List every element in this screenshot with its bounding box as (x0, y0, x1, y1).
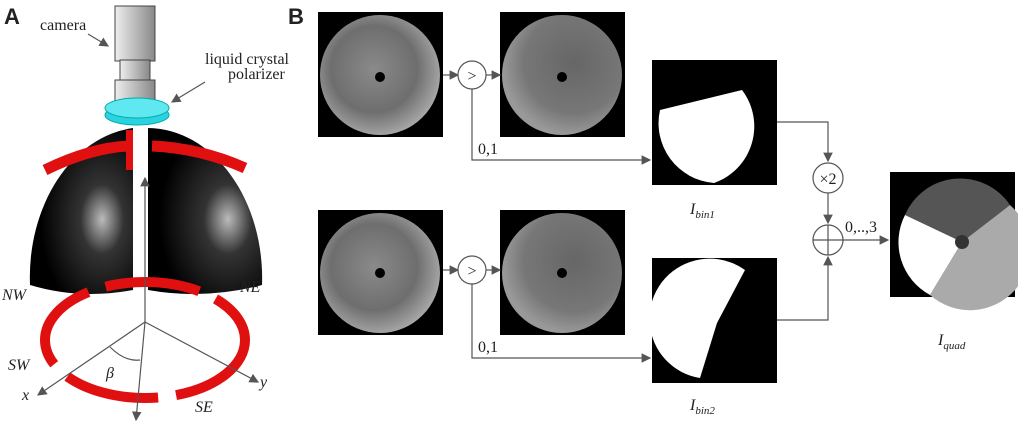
direction (136, 322, 145, 420)
image-label: Ibin1 (689, 201, 715, 221)
angle-label: β (105, 365, 114, 382)
image (500, 210, 625, 335)
multiplier-symbol: ×2 (819, 171, 836, 188)
axis-label: y (258, 374, 268, 391)
direction-label: SE (195, 399, 213, 416)
connector (777, 122, 828, 161)
panel-a: A camera liquid crystal polarizer z x y … (1, 4, 290, 420)
comparator-symbol: > (467, 263, 476, 280)
polarizer-label: polarizer (228, 66, 286, 83)
output-label: 0,1 (478, 141, 498, 158)
image (500, 12, 625, 137)
output-label: 0,..,3 (845, 219, 877, 236)
image-label: Ibin2 (689, 397, 715, 417)
image (318, 210, 443, 335)
angle-arc (110, 347, 140, 360)
connector (777, 257, 828, 320)
direction-label: SW (8, 357, 31, 374)
figure: A camera liquid crystal polarizer z x y … (0, 0, 1018, 425)
binary-image (649, 258, 777, 383)
panel-letter: A (4, 4, 20, 29)
direction-label: NE (239, 279, 261, 296)
image-label: Iquad (937, 332, 966, 352)
panel-letter: B (288, 4, 304, 29)
direction-label: NW (1, 287, 28, 304)
output-label: 0,1 (478, 339, 498, 356)
camera-body (115, 6, 155, 61)
pointer (172, 82, 205, 102)
camera-label: camera (40, 17, 86, 34)
binary-image (652, 60, 777, 185)
comparator-symbol: > (467, 68, 476, 85)
axis-label: z (125, 173, 133, 190)
quad-image (890, 172, 1018, 310)
image (318, 12, 443, 137)
red-band (126, 130, 133, 170)
pointer (88, 34, 108, 46)
panel-b: B > > ×2 0,1 0,1 0,..,3 Ibin1 Ibin2 Iqua… (288, 4, 1018, 417)
polarizer-top (105, 98, 169, 118)
axis-label: x (21, 387, 29, 404)
camera-neck (120, 60, 150, 82)
